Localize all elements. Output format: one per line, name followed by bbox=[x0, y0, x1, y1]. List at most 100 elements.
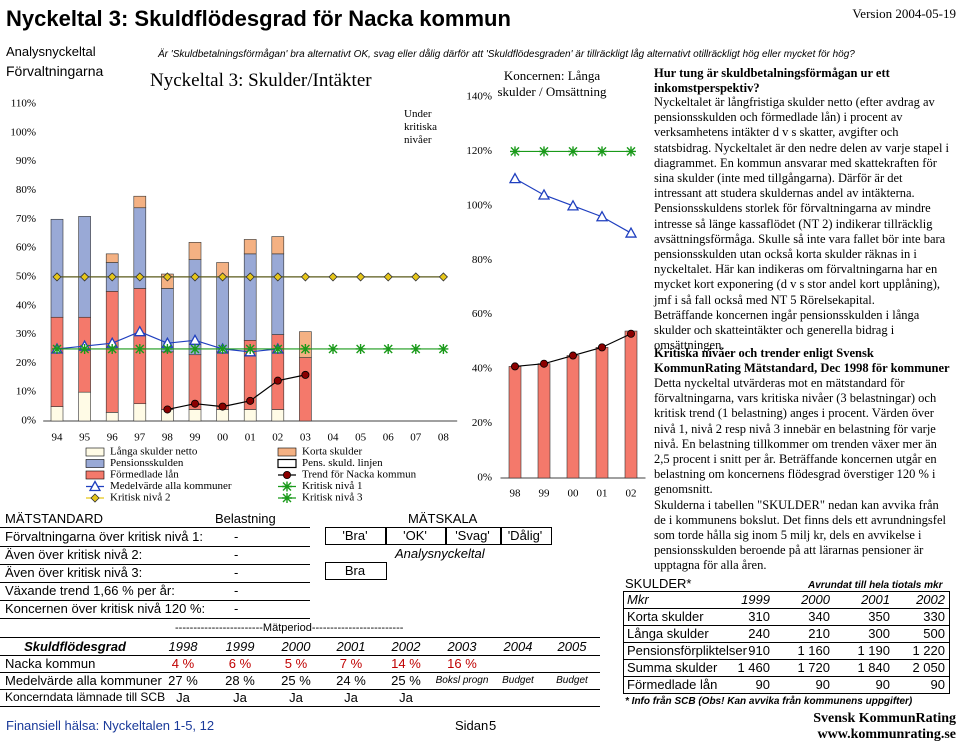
url: www.kommunrating.se bbox=[817, 727, 956, 742]
rule bbox=[0, 546, 310, 547]
table-title: SKULDER* bbox=[625, 576, 692, 591]
marker bbox=[438, 343, 449, 354]
marker bbox=[88, 480, 102, 492]
footer-left: Finansiell hälsa: Nyckeltalen 1-5, 12 bbox=[6, 718, 215, 733]
cell: 330 bbox=[923, 609, 945, 624]
bar-segment bbox=[216, 351, 229, 410]
marker bbox=[190, 399, 199, 408]
marker bbox=[90, 493, 100, 503]
y-tick-label: 70% bbox=[16, 213, 36, 225]
rule bbox=[0, 706, 600, 707]
cell-border bbox=[623, 608, 950, 626]
marker bbox=[300, 343, 311, 354]
cell: Boksl progn bbox=[435, 675, 489, 686]
marker bbox=[410, 343, 421, 354]
x-tick-label: 01 bbox=[597, 488, 608, 500]
marker bbox=[245, 343, 256, 354]
legend-label: Förmedlade lån bbox=[110, 469, 179, 481]
cell: 14 % bbox=[391, 656, 421, 671]
rule bbox=[0, 600, 310, 601]
legend-label: Medelvärde alla kommuner bbox=[110, 480, 232, 492]
bar-segment bbox=[624, 330, 638, 479]
scale-label: 'Svag' bbox=[455, 528, 490, 543]
bar-segment bbox=[133, 403, 147, 422]
cell: 1 220 bbox=[912, 643, 945, 658]
row-value: - bbox=[234, 547, 239, 562]
marker bbox=[134, 343, 145, 354]
marker bbox=[107, 343, 118, 354]
marker bbox=[163, 405, 172, 414]
rule bbox=[0, 582, 310, 583]
cell: Budget bbox=[502, 675, 534, 686]
marker bbox=[383, 272, 393, 282]
column-header: Skuldflödesgrad bbox=[24, 639, 126, 654]
scale-label: 'Dålig' bbox=[507, 528, 543, 543]
marker bbox=[540, 359, 549, 368]
cell: 350 bbox=[868, 609, 890, 624]
row-label: Även över kritisk nivå 3: bbox=[5, 565, 143, 580]
row-value: - bbox=[234, 601, 239, 616]
cell: 7 % bbox=[339, 656, 363, 671]
cell: 2002 bbox=[916, 592, 945, 607]
brand: Svensk KommunRating bbox=[813, 711, 956, 726]
caption: ------------------------Mätperiod-------… bbox=[175, 622, 404, 634]
rule bbox=[0, 527, 310, 528]
cell-border bbox=[325, 527, 387, 545]
marker bbox=[52, 343, 62, 354]
marker bbox=[568, 146, 578, 157]
legend-swatch bbox=[277, 447, 297, 457]
column-header: 2002 bbox=[391, 639, 421, 654]
legend-swatch bbox=[277, 458, 297, 469]
marker bbox=[627, 329, 636, 338]
column-header: 2000 bbox=[281, 639, 311, 654]
marker bbox=[218, 402, 227, 411]
cell-border bbox=[623, 642, 950, 660]
legend-swatch bbox=[85, 470, 105, 480]
legend-swatch bbox=[85, 459, 105, 468]
cell-border bbox=[325, 562, 387, 580]
bar-segment bbox=[133, 195, 147, 209]
bar-segment bbox=[105, 412, 119, 422]
marker bbox=[328, 343, 338, 354]
x-tick-label: 00 bbox=[568, 488, 580, 500]
bar-segment bbox=[50, 406, 64, 422]
rule bbox=[0, 618, 310, 619]
legend-label: Kritisk nivå 3 bbox=[302, 492, 363, 504]
marker bbox=[356, 272, 366, 282]
x-tick-label: 04 bbox=[328, 432, 340, 444]
bar-segment bbox=[50, 218, 64, 318]
cell: 28 % bbox=[225, 673, 255, 688]
x-tick-label: 01 bbox=[245, 432, 256, 444]
scale-caption: Analysnyckeltal bbox=[395, 546, 485, 561]
y-tick-label: 80% bbox=[472, 254, 492, 266]
x-tick-label: 99 bbox=[539, 488, 551, 500]
row-value: - bbox=[234, 529, 239, 544]
legend-label: Trend för Nacka kommun bbox=[302, 469, 417, 481]
version: Version 2004-05-19 bbox=[852, 6, 956, 21]
y-tick-label: 10% bbox=[16, 386, 36, 398]
row-label: Förvaltningarna över kritisk nivå 1: bbox=[5, 529, 203, 544]
legend-label: Pens. skuld. linjen bbox=[302, 457, 383, 469]
cell: 16 % bbox=[447, 656, 477, 671]
chart-title: Koncernen: Långa skulder / Omsättning bbox=[497, 68, 607, 99]
bar-segment bbox=[78, 316, 91, 393]
marker bbox=[508, 172, 522, 184]
marker bbox=[539, 146, 549, 157]
x-tick-label: 98 bbox=[510, 488, 522, 500]
y-tick-label: 0% bbox=[477, 472, 492, 484]
cell: Mkr bbox=[627, 592, 649, 607]
x-tick-label: 99 bbox=[190, 432, 202, 444]
marker bbox=[52, 272, 62, 282]
cell: 340 bbox=[808, 609, 830, 624]
cell: 2000 bbox=[801, 592, 830, 607]
section: Förvaltningarna bbox=[6, 63, 104, 79]
y-tick-label: 120% bbox=[466, 145, 492, 157]
y-tick-label: 80% bbox=[16, 184, 36, 196]
cell: Summa skulder bbox=[627, 660, 718, 675]
marker bbox=[246, 396, 255, 405]
marker bbox=[411, 272, 421, 282]
marker bbox=[598, 343, 607, 352]
y-tick-label: 100% bbox=[466, 199, 492, 211]
cell: Pensionsförpliktelser bbox=[627, 643, 747, 658]
marker bbox=[190, 272, 200, 282]
